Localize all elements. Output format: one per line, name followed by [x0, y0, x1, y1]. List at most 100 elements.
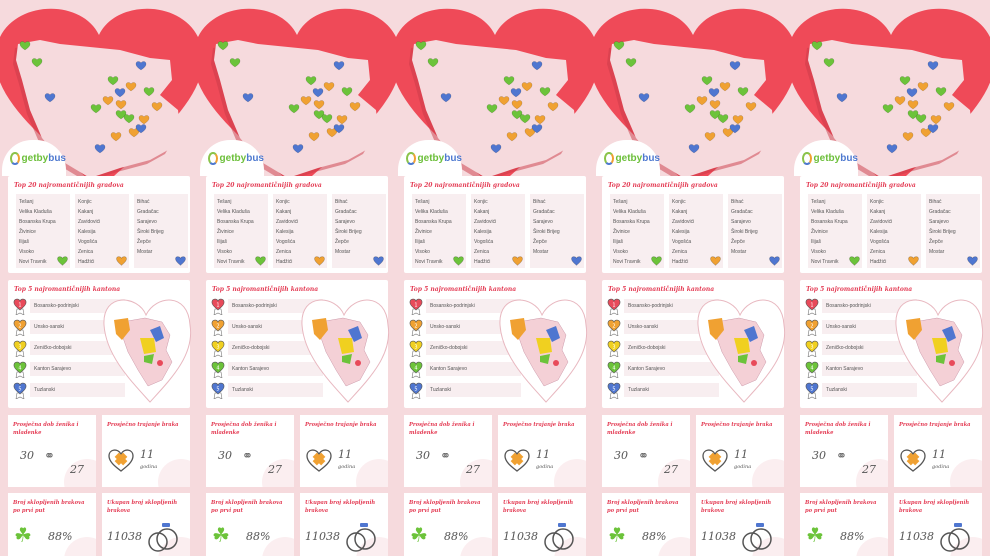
- city-column: Tešanj Velika Kladuša Bosanska Krupa Živini…: [214, 194, 268, 268]
- average-age-card: Prosječna dob ženika i mladenke 30 ⚭ 27: [404, 415, 492, 487]
- heart-marker-icon: [116, 256, 127, 266]
- city-name: Široki Brijeg: [335, 229, 362, 235]
- top-cities-title: Top 20 najromantičnijih gradova: [410, 182, 520, 189]
- city-name: Bihać: [731, 199, 744, 205]
- average-duration-title: Prosječno trajanje braka: [503, 422, 575, 428]
- heart-marker-icon: [511, 110, 523, 120]
- canton-name: Tuzlanski: [624, 383, 719, 397]
- city-name: Vogošća: [78, 239, 98, 245]
- canton-bosansko-podrinjski: [553, 360, 559, 366]
- svg-text:3: 3: [612, 345, 615, 351]
- city-name: Bihać: [929, 199, 942, 205]
- svg-text:5: 5: [18, 387, 21, 393]
- svg-text:2: 2: [612, 324, 615, 330]
- city-name: Ilijaš: [217, 239, 228, 245]
- average-duration-card: Prosječno trajanje braka 11 godina: [102, 415, 190, 487]
- heart-marker-icon: [115, 110, 127, 120]
- groom-age: 30: [812, 449, 826, 462]
- rank-medal-icon: 4: [211, 361, 225, 379]
- first-marriage-card: Broj sklopljenih brakova po prvi put ☘ 8…: [404, 493, 492, 556]
- getbybus-logo[interactable]: getbybus: [794, 140, 858, 176]
- city-name: Zavidovići: [672, 219, 695, 225]
- heart-marker-icon: [242, 93, 254, 103]
- city-column: Konjic Kakanj Zavidovići Kalesija Vogošća Zen…: [75, 194, 129, 268]
- svg-text:1: 1: [810, 303, 813, 309]
- city-name: Tešanj: [217, 199, 232, 205]
- canton-map: [301, 299, 390, 403]
- city-name: Kakanj: [78, 209, 94, 215]
- canton-unsko-sanski: [312, 318, 328, 340]
- svg-text:2: 2: [216, 324, 219, 330]
- rings-icon: [940, 523, 970, 552]
- heart-marker-icon: [967, 256, 978, 266]
- heart-marker-icon: [107, 76, 119, 86]
- rank-medal-icon: 2: [409, 319, 423, 337]
- city-column: Konjic Kakanj Zavidovići Kalesija Vogošća Zen…: [471, 194, 525, 268]
- heart-marker-icon: [625, 58, 637, 68]
- first-marriage-card: Broj sklopljenih brakova po prvi put ☘ 8…: [800, 493, 888, 556]
- getbybus-logo[interactable]: getbybus: [2, 140, 66, 176]
- city-name: Zavidovići: [276, 219, 299, 225]
- city-name: Hadžići: [474, 259, 491, 265]
- canton-unsko-sanski: [114, 318, 130, 340]
- heart-marker-icon: [333, 61, 345, 71]
- rank-medal-icon: 1: [607, 298, 621, 316]
- bandaged-heart-icon: [900, 449, 926, 472]
- groom-age: 30: [416, 449, 430, 462]
- duration-value: 11: [140, 448, 154, 461]
- rank-medal-icon: 3: [211, 340, 225, 358]
- logo-icon: [604, 151, 614, 165]
- heart-marker-icon: [651, 256, 662, 266]
- city-name: Novi Travnik: [613, 259, 641, 265]
- heart-marker-icon: [314, 256, 325, 266]
- logo-icon: [406, 151, 416, 165]
- average-age-card: Prosječna dob ženika i mladenke 30 ⚭ 27: [800, 415, 888, 487]
- rank-medal-icon: 4: [607, 361, 621, 379]
- city-name: Gradačac: [929, 209, 951, 215]
- getbybus-logo[interactable]: getbybus: [200, 140, 264, 176]
- heart-map-illustration: [792, 8, 990, 178]
- heart-marker-icon: [917, 82, 929, 92]
- top-cantons-title: Top 5 najromantičnijih kantona: [14, 286, 121, 293]
- city-name: Bihać: [137, 199, 150, 205]
- heart-marker-icon: [638, 93, 650, 103]
- svg-text:5: 5: [216, 387, 219, 393]
- bride-age: 27: [862, 463, 876, 476]
- canton-name: Bosansko-podrinjski: [30, 299, 125, 313]
- city-name: Žepče: [731, 239, 745, 245]
- city-name: Hadžići: [78, 259, 95, 265]
- heart-marker-icon: [102, 96, 114, 106]
- heart-marker-icon: [175, 256, 186, 266]
- rank-medal-icon: 5: [805, 382, 819, 400]
- rank-medal-icon: 5: [13, 382, 27, 400]
- svg-text:2: 2: [18, 324, 21, 330]
- heart-marker-icon: [94, 144, 106, 154]
- first-marriage-value: 88%: [444, 530, 469, 543]
- average-age-title: Prosječna dob ženika i mladenke: [805, 422, 871, 436]
- heart-marker-icon: [143, 87, 155, 97]
- heart-marker-icon: [769, 256, 780, 266]
- city-name: Novi Travnik: [811, 259, 839, 265]
- city-name: Široki Brijeg: [929, 229, 956, 235]
- bandaged-heart-icon: [108, 449, 134, 472]
- heart-marker-icon: [688, 144, 700, 154]
- city-name: Kakanj: [870, 209, 886, 215]
- canton-unsko-sanski: [510, 318, 526, 340]
- city-name: Gradačac: [533, 209, 555, 215]
- city-column: Konjic Kakanj Zavidovići Kalesija Vogošća Zen…: [273, 194, 327, 268]
- heart-marker-icon: [31, 58, 43, 68]
- city-name: Kalesija: [870, 229, 888, 235]
- getbybus-logo[interactable]: getbybus: [596, 140, 660, 176]
- canton-sarajevo: [936, 354, 946, 364]
- canton-unsko-sanski: [906, 318, 922, 340]
- average-age-title: Prosječna dob ženika i mladenke: [409, 422, 475, 436]
- canton-sarajevo: [738, 354, 748, 364]
- average-age-title: Prosječna dob ženika i mladenke: [211, 422, 277, 436]
- heart-marker-icon: [539, 87, 551, 97]
- top-cities-card: Top 20 najromantičnijih gradova Tešanj Ve…: [206, 176, 388, 273]
- city-column: Bihać Gradačac Sarajevo Široki Brijeg Žepče M…: [530, 194, 584, 268]
- city-name: Mostar: [929, 249, 945, 255]
- top-cantons-title: Top 5 najromantičnijih kantona: [212, 286, 319, 293]
- duration-value: 11: [536, 448, 550, 461]
- rank-medal-icon: 5: [607, 382, 621, 400]
